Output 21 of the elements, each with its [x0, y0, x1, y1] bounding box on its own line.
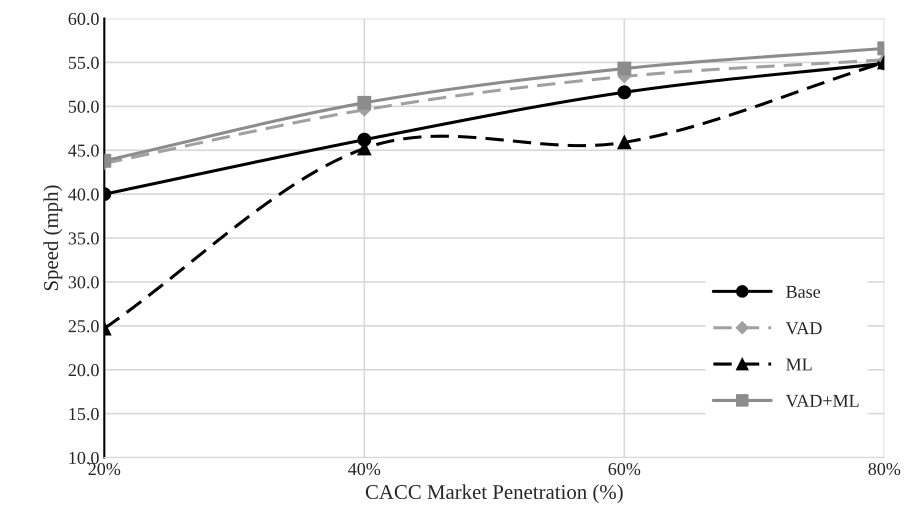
y-tick-label: 55.0 — [68, 56, 99, 69]
legend-label: Base — [786, 286, 820, 298]
legend-label: ML — [786, 358, 812, 370]
y-tick-label: 30.0 — [68, 276, 99, 288]
legend-label: VAD+ML — [786, 394, 859, 408]
y-tick-label: 10.0 — [69, 452, 99, 464]
y-axis-title: Speed (mph) — [43, 185, 62, 290]
x-tick-label: 20% — [88, 462, 120, 476]
y-tick-label: 45.0 — [68, 144, 99, 157]
x-tick-label: 80% — [868, 462, 900, 476]
y-tick-label: 50.0 — [68, 100, 99, 113]
legend-label: VAD — [786, 322, 822, 334]
x-axis-title: CACC Market Penetration (%) — [366, 484, 623, 504]
y-tick-label: 15.0 — [69, 408, 99, 420]
y-tick-label: 40.0 — [68, 188, 99, 201]
x-tick-label: 40% — [348, 462, 380, 476]
y-tick-label: 20.0 — [68, 364, 99, 376]
y-tick-label: 25.0 — [68, 320, 99, 332]
x-tick-label: 60% — [608, 462, 640, 476]
y-tick-label: 60.0 — [68, 12, 99, 26]
y-tick-label: 35.0 — [68, 232, 99, 245]
